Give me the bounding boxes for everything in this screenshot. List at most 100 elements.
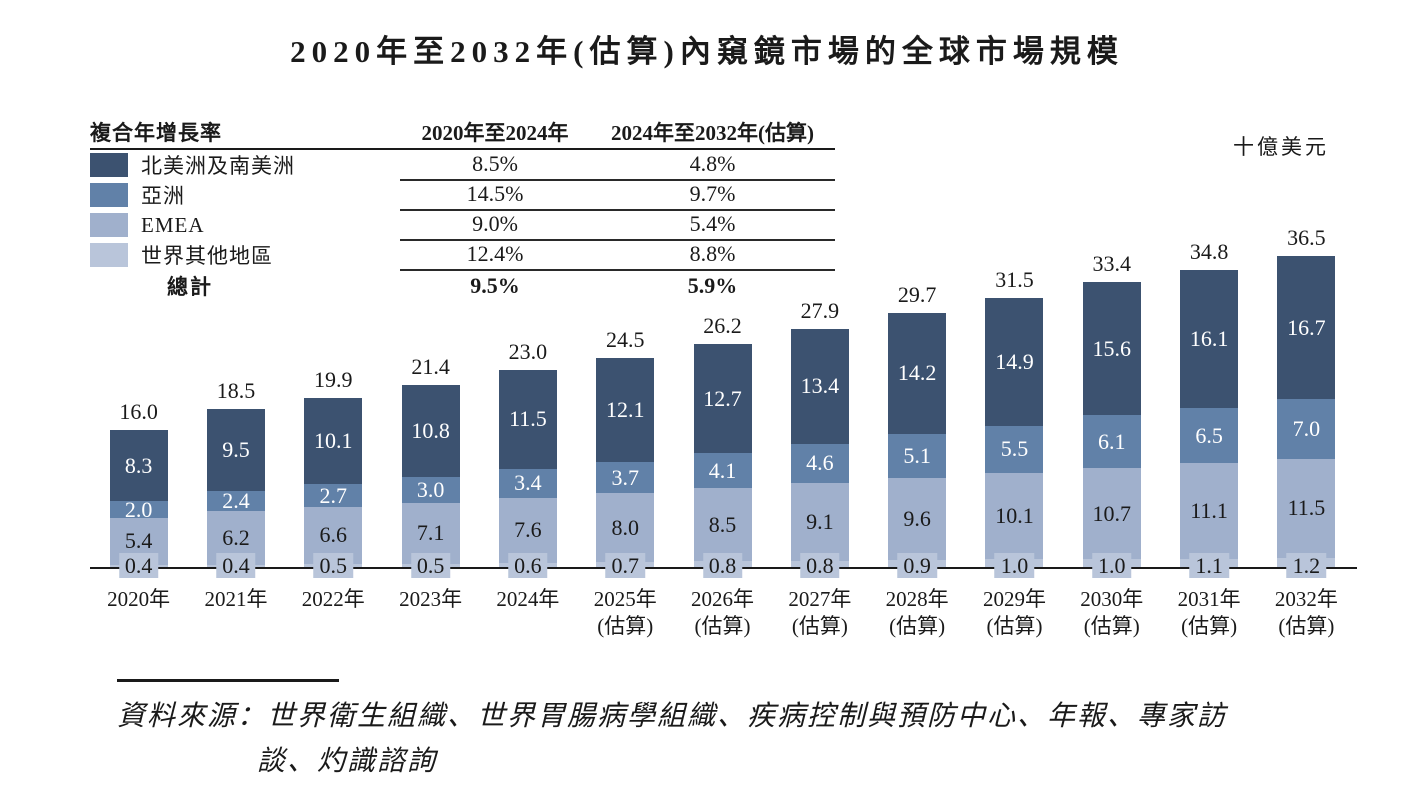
bar-segment-北美洲及南美洲: 8.3: [109, 430, 168, 502]
chart-title: 2020年至2032年(估算)內窺鏡市場的全球市場規模: [290, 34, 1124, 69]
x-axis-estimate-note: (估算): [791, 614, 848, 638]
source-note: 資料來源：世界衛生組織、世界胃腸病學組織、疾病控制與預防中心、年報、專家訪 談、…: [117, 694, 1297, 784]
bar-segment-EMEA: 8.5: [693, 488, 752, 562]
x-axis-year: 2031年: [1177, 587, 1241, 611]
cagr-total-row: 總計 9.5% 5.9%: [90, 270, 835, 302]
bar-segment-亞洲: 6.1: [1082, 415, 1141, 468]
bar-total-label: 16.0: [119, 399, 158, 425]
legend-region-label: EMEA: [141, 212, 205, 237]
stacked-bar-2020年: 16.0 8.3 2.0 5.4 0.4: [109, 399, 168, 578]
bar-slot: 24.5 12.1 3.7 8.0 0.7: [577, 220, 674, 578]
bar-total-label: 24.5: [605, 327, 645, 353]
bar-segment-EMEA: 10.7: [1082, 467, 1141, 560]
bar-segment-label-世界其他地區: 0.8: [702, 553, 743, 578]
x-axis-year: 2023年: [399, 587, 463, 611]
bar-total-label: 33.4: [1092, 250, 1132, 276]
stacked-bar-2021年: 18.5 9.5 2.4 6.2 0.4: [206, 378, 265, 578]
legend-region-label: 亞洲: [141, 184, 185, 208]
source-line-2: 談、灼識諮詢: [257, 746, 438, 777]
x-axis-year: 2032年: [1274, 587, 1338, 611]
cagr-value-period1: 12.4%: [400, 239, 590, 271]
x-axis-label-2027年: 2027年 (估算): [771, 586, 868, 640]
bar-segment-亞洲: 5.1: [888, 434, 947, 479]
bar-segment-label-世界其他地區: 1.2: [1286, 553, 1327, 578]
bar-segment-label-世界其他地區: 0.5: [313, 553, 354, 578]
bar-segment-EMEA: 11.5: [1277, 459, 1336, 558]
x-axis-label-2028年: 2028年 (估算): [869, 586, 966, 640]
x-axis-year: 2029年: [982, 587, 1046, 611]
stacked-bar-2026年: 26.2 12.7 4.1 8.5 0.8: [693, 313, 752, 578]
bar-segment-北美洲及南美洲: 12.7: [693, 344, 752, 454]
cagr-value-period1: 14.5%: [400, 179, 590, 211]
x-axis-label-2030年: 2030年 (估算): [1063, 586, 1160, 640]
bar-segment-亞洲: 7.0: [1277, 399, 1336, 460]
bar-segment-label-世界其他地區: 1.0: [994, 553, 1035, 578]
x-axis-label-2023年: 2023年: [382, 586, 479, 640]
bar-segment-EMEA: 8.0: [596, 493, 655, 563]
bar-segment-EMEA: 9.6: [888, 478, 947, 561]
bar-segment-EMEA: 10.1: [985, 472, 1044, 560]
bar-total-label: 26.2: [703, 313, 742, 339]
bar-segment-label-世界其他地區: 0.7: [605, 553, 645, 578]
x-axis-year: 2024年: [496, 587, 560, 611]
bar-segment-label-世界其他地區: 0.4: [118, 553, 159, 578]
bar-segment-北美洲及南美洲: 11.5: [498, 370, 557, 469]
bar-total-label: 34.8: [1189, 238, 1229, 264]
x-axis-estimate-note: (估算): [694, 614, 751, 638]
legend-color-swatch: [90, 243, 128, 267]
x-axis-estimate-note: (估算): [1278, 614, 1335, 638]
legend-color-swatch: [90, 213, 128, 237]
bar-segment-亞洲: 2.7: [304, 484, 363, 508]
stacked-bar-2022年: 19.9 10.1 2.7 6.6 0.5: [304, 367, 363, 578]
x-axis-year: 2026年: [691, 587, 755, 611]
bar-segment-label-世界其他地區: 1.0: [1092, 553, 1132, 578]
source-line-1: 資料來源：世界衛生組織、世界胃腸病學組織、疾病控制與預防中心、年報、專家訪: [117, 701, 1228, 732]
unit-label: 十億美元: [1233, 135, 1329, 159]
bar-total-label: 31.5: [995, 267, 1034, 293]
bar-segment-label-世界其他地區: 0.5: [410, 553, 451, 578]
x-axis-year: 2025年: [593, 587, 657, 611]
bar-slot: 26.2 12.7 4.1 8.5 0.8: [674, 220, 771, 578]
x-axis-label-2031年: 2031年 (估算): [1160, 586, 1257, 640]
cagr-header-period1: 2020年至2024年: [421, 121, 569, 145]
bar-segment-北美洲及南美洲: 12.1: [596, 358, 655, 462]
bar-segment-亞洲: 4.1: [693, 453, 752, 489]
cagr-header-label: 複合年增長率: [90, 121, 222, 145]
bar-slot: 18.5 9.5 2.4 6.2 0.4: [187, 220, 284, 578]
bar-total-label: 21.4: [411, 353, 450, 379]
cagr-row-2: 亞洲 14.5% 9.7%: [90, 179, 835, 211]
bar-slot: 29.7 14.2 5.1 9.6 0.9: [869, 220, 966, 578]
stacked-bar-2025年: 24.5 12.1 3.7 8.0 0.7: [596, 327, 655, 578]
stacked-bar-2027年: 27.9 13.4 4.6 9.1 0.8: [790, 298, 849, 578]
cagr-value-period1: 8.5%: [400, 149, 590, 181]
x-axis-label-2029年: 2029年 (估算): [966, 586, 1063, 640]
x-axis-estimate-note: (估算): [1181, 614, 1238, 638]
bar-segment-EMEA: 11.1: [1180, 463, 1239, 559]
cagr-total-period1: 9.5%: [470, 273, 520, 298]
x-axis-year: 2022年: [301, 587, 365, 611]
bar-segment-EMEA: 7.6: [498, 497, 557, 563]
bar-slot: 33.4 15.6 6.1 10.7 1.0: [1063, 220, 1160, 578]
cagr-total-period2: 5.9%: [687, 273, 738, 298]
x-axis-year: 2030年: [1080, 587, 1144, 611]
source-divider: [117, 679, 339, 682]
bar-segment-亞洲: 2.0: [109, 498, 168, 520]
x-axis-year: 2020年: [107, 587, 171, 611]
bar-total-label: 27.9: [800, 297, 840, 323]
cagr-table: 複合年增長率 2020年至2024年 2024年至2032年(估算) 北美洲及南…: [90, 116, 835, 302]
cagr-table-rows: 北美洲及南美洲 8.5% 4.8% 亞洲 14.5% 9.7% EMEA 9.0% 5.4% 世界…: [90, 149, 835, 271]
bar-segment-北美洲及南美洲: 10.8: [401, 384, 460, 478]
bar-segment-label-世界其他地區: 0.8: [800, 553, 840, 578]
x-axis-estimate-note: (估算): [889, 614, 946, 638]
bar-slot: 31.5 14.9 5.5 10.1 1.0: [966, 220, 1063, 578]
bar-slot: 16.0 8.3 2.0 5.4 0.4: [90, 220, 187, 578]
stacked-bar-2028年: 29.7 14.2 5.1 9.6 0.9: [888, 282, 947, 578]
cagr-value-period2: 9.7%: [590, 179, 835, 211]
x-axis-year: 2027年: [788, 587, 852, 611]
x-axis-label-2026年: 2026年 (估算): [674, 586, 771, 640]
bar-slot: 19.9 10.1 2.7 6.6 0.5: [285, 220, 382, 578]
cagr-table-header: 複合年增長率 2020年至2024年 2024年至2032年(估算): [90, 116, 835, 150]
bar-slot: 36.5 16.7 7.0 11.5 1.2: [1258, 220, 1355, 578]
bars-area: 16.0 8.3 2.0 5.4 0.4 18.5 9.5 2.4 6.2 0.4 19.9 10.1…: [90, 220, 1355, 578]
x-axis-year: 2021年: [204, 587, 268, 611]
